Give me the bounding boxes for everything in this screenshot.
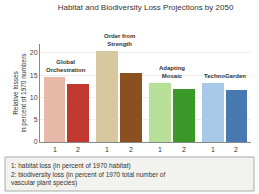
svg-text:5: 5 <box>34 116 38 123</box>
svg-text:10: 10 <box>30 94 38 101</box>
svg-text:2: 2 <box>76 146 80 153</box>
svg-text:20: 20 <box>30 49 38 56</box>
svg-text:1: 1 <box>158 146 162 153</box>
svg-text:Habitat and Biodiversity Loss: Habitat and Biodiversity Loss Projection… <box>58 3 234 12</box>
svg-text:2: biodiversity loss (in perce: 2: biodiversity loss (in percent of 1970… <box>11 171 165 187</box>
svg-text:2: 2 <box>182 146 186 153</box>
svg-text:15: 15 <box>30 72 38 79</box>
svg-text:TechnoGarden: TechnoGarden <box>204 73 246 79</box>
svg-text:1: 1 <box>53 146 57 153</box>
svg-text:Order fromStrength: Order fromStrength <box>104 33 135 47</box>
svg-text:Relative lossesin percent of 1: Relative lossesin percent of 1970 number… <box>12 53 28 133</box>
svg-text:1: 1 <box>105 146 109 153</box>
svg-text:1: 1 <box>211 146 215 153</box>
svg-text:0: 0 <box>34 138 38 145</box>
svg-text:1: habitat loss (in percent of: 1: habitat loss (in percent of 1970 habi… <box>11 162 131 170</box>
svg-text:2: 2 <box>234 146 238 153</box>
svg-text:2: 2 <box>129 146 133 153</box>
svg-text:GlobalOrchestration: GlobalOrchestration <box>46 59 86 73</box>
svg-text:AdaptingMosaic: AdaptingMosaic <box>159 65 185 79</box>
